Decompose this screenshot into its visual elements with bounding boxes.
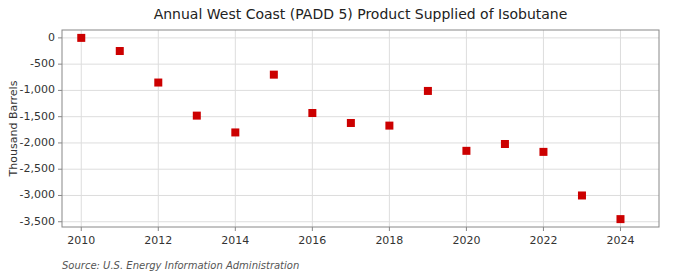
x-tick [543, 227, 544, 231]
y-tick [58, 64, 62, 65]
y-tick-label: -3,500 [20, 215, 55, 228]
x-tick [466, 227, 467, 231]
y-tick [58, 116, 62, 117]
source-note: Source: U.S. Energy Information Administ… [62, 260, 299, 271]
y-tick-label: -3,000 [20, 188, 55, 201]
y-tick [58, 90, 62, 91]
axes: 0 -500 -1,000 -1,500 -2,000 -2,500 -3,000 -3,50… [20, 31, 635, 247]
x-tick [312, 227, 313, 231]
page: {"chart_data": { "type": "scatter", "tit… [0, 0, 675, 275]
y-tick [58, 142, 62, 143]
y-tick-label: -2,000 [20, 136, 55, 149]
y-tick [58, 221, 62, 222]
y-tick-label: 0 [48, 31, 55, 44]
point [308, 109, 316, 117]
x-tick [81, 227, 82, 231]
point [578, 191, 586, 199]
point [231, 128, 239, 136]
x-grid-line [466, 30, 467, 227]
x-grid-line [312, 30, 313, 227]
y-grid-line [62, 90, 659, 91]
x-grid-line [543, 30, 544, 227]
title: Annual West Coast (PADD 5) Product Suppl… [154, 6, 568, 22]
marks [77, 34, 624, 223]
y-tick-label: -1,500 [20, 110, 55, 123]
point [501, 140, 509, 148]
grid [62, 30, 659, 227]
y-tick [58, 169, 62, 170]
x-grid-line [620, 30, 621, 227]
point [116, 47, 124, 55]
y-grid-line [62, 37, 659, 38]
point [539, 148, 547, 156]
y-tick [58, 37, 62, 38]
x-tick [389, 227, 390, 231]
point [77, 34, 85, 42]
point [462, 147, 470, 155]
x-tick [158, 227, 159, 231]
y-grid-line [62, 142, 659, 143]
y-tick-label: -2,500 [20, 162, 55, 175]
x-grid-line [158, 30, 159, 227]
y-grid-line [62, 169, 659, 170]
x-tick-label: 2014 [221, 234, 249, 247]
y-tick [58, 195, 62, 196]
x-tick-label: 2024 [606, 234, 634, 247]
x-tick-label: 2018 [375, 234, 403, 247]
x-tick-label: 2022 [529, 234, 557, 247]
point [424, 87, 432, 95]
plot-frame [62, 30, 659, 227]
x-tick [620, 227, 621, 231]
x-tick-label: 2010 [67, 234, 95, 247]
x-tick-label: 2020 [452, 234, 480, 247]
x-tick [235, 227, 236, 231]
y-grid-line [62, 64, 659, 65]
point [385, 122, 393, 130]
point [347, 119, 355, 127]
y-tick-label: -500 [30, 57, 55, 70]
point [616, 215, 624, 223]
point [154, 79, 162, 87]
y-grid-line [62, 195, 659, 196]
y-axis-label: Thousand Barrels [7, 80, 20, 177]
y-tick-label: -1,000 [20, 83, 55, 96]
x-tick-label: 2016 [298, 234, 326, 247]
chart-container: 0 -500 -1,000 -1,500 -2,000 -2,500 -3,000 -3,50… [0, 0, 675, 275]
x-tick-label: 2012 [144, 234, 172, 247]
y-grid-line [62, 116, 659, 117]
chart-svg: 0 -500 -1,000 -1,500 -2,000 -2,500 -3,000 -3,50… [0, 0, 675, 275]
y-grid-line [62, 221, 659, 222]
x-grid-line [81, 30, 82, 227]
point [270, 71, 278, 79]
point [193, 112, 201, 120]
